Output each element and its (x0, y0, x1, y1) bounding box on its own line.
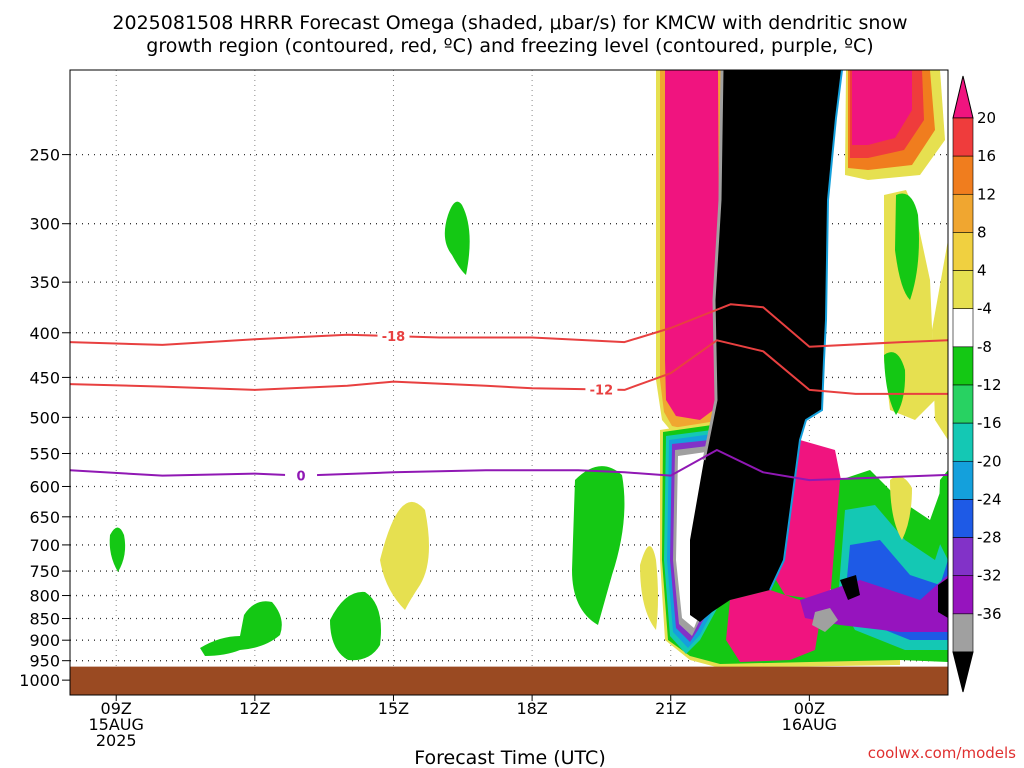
y-tick-label: 900 (29, 631, 60, 650)
contour-line (70, 339, 948, 395)
colorbar-label: -28 (977, 529, 1002, 547)
omega-yellow-blob-800 (640, 546, 658, 630)
y-tick-label: 850 (29, 610, 60, 629)
y-tick-label: 550 (29, 444, 60, 463)
contour-label-bg (285, 467, 318, 483)
colorbar-label: 12 (977, 185, 996, 203)
omega-green-blob-upper-right (895, 193, 919, 300)
omega-green-blob-right-edge (938, 470, 948, 560)
colorbar-swatch (952, 308, 974, 348)
credit-link[interactable]: coolwx.com/models (868, 744, 1016, 762)
colorbar-swatch (952, 270, 974, 310)
chart-title-line-2: growth region (contoured, red, ºC) and f… (146, 35, 873, 57)
colorbar-label: -4 (977, 300, 992, 318)
omega-green-blob-300 (444, 201, 470, 275)
contour-label: 0 (297, 470, 306, 485)
colorbar-swatch (952, 155, 974, 195)
y-tick-label: 400 (29, 324, 60, 343)
colorbar-label: -16 (977, 414, 1002, 432)
y-tick-label: 700 (29, 536, 60, 555)
colorbar-label: 4 (977, 262, 987, 280)
colorbar-swatch (952, 575, 974, 615)
omega-green-blob-850-b (200, 601, 282, 656)
contour-label: -12 (590, 383, 614, 398)
colorbar-label: 16 (977, 147, 996, 165)
omega-black-column (690, 70, 842, 622)
y-tick-label: 600 (29, 477, 60, 496)
colorbar-label: -20 (977, 452, 1002, 470)
omega-yellow-blob-lower-right (890, 476, 912, 540)
colorbar-swatch (952, 346, 974, 386)
colorbar-top-arrow (952, 75, 974, 119)
colorbar-swatch (952, 613, 974, 653)
omega-band-pink-upper-right (852, 70, 912, 145)
colorbar-swatch (952, 193, 974, 233)
contour-line (70, 449, 948, 482)
omega-yellow-blob-700 (380, 501, 429, 610)
x-tick-label: 16AUG (782, 715, 837, 734)
colorbar-swatch (952, 384, 974, 424)
y-tick-label: 450 (29, 368, 60, 387)
colorbar-label: 20 (977, 109, 996, 127)
colorbar-swatch (952, 499, 974, 538)
x-tick-label: 00Z (794, 699, 825, 718)
contour-label: -18 (382, 330, 406, 345)
y-tick-label: 250 (29, 146, 60, 165)
colorbar-swatch (952, 460, 974, 500)
omega-band-black-right-edge (938, 578, 948, 618)
omega-column-edge-blue (769, 70, 843, 591)
omega-green-blob-700 (109, 527, 126, 572)
omega-green-blob-600 (572, 466, 625, 625)
colorbar-swatch (952, 537, 974, 577)
y-tick-label: 350 (29, 273, 60, 292)
colorbar-swatch (952, 117, 974, 157)
x-tick-label: 15Z (378, 699, 409, 718)
colorbar-label: -36 (977, 605, 1002, 623)
colorbar-swatch (952, 232, 974, 271)
x-tick-label: 12Z (239, 699, 270, 718)
y-tick-label: 1000 (19, 671, 60, 690)
omega-green-blob-450-right (884, 352, 906, 415)
contour-line (70, 303, 948, 348)
y-tick-label: 800 (29, 587, 60, 606)
x-tick-label: 09Z (101, 699, 132, 718)
x-tick-label: 2025 (96, 731, 137, 750)
x-tick-label: 15AUG (88, 715, 143, 734)
colorbar-label: -12 (977, 376, 1002, 394)
contour-label-bg (585, 381, 618, 397)
omega-column-edge-gray (702, 70, 724, 461)
contour-label-bg (377, 328, 410, 344)
plot-frame (69, 69, 949, 696)
omega-band-pink-lower-center (726, 590, 820, 662)
x-tick-label: 21Z (655, 699, 686, 718)
y-tick-label: 500 (29, 408, 60, 427)
colorbar-label: -8 (977, 338, 992, 356)
x-axis-label: Forecast Time (UTC) (414, 747, 605, 768)
ground-surface (70, 666, 948, 695)
x-tick-label: 18Z (516, 699, 547, 718)
y-tick-label: 950 (29, 652, 60, 671)
colorbar-label: -24 (977, 490, 1002, 508)
omega-band-purple-right-lower (800, 575, 948, 632)
temperature-contours: -18 -12 0 (70, 303, 948, 485)
y-tick-label: 300 (29, 215, 60, 234)
colorbar-label: 8 (977, 223, 987, 241)
y-tick-label: 650 (29, 508, 60, 527)
y-tick-label: 750 (29, 562, 60, 581)
colorbar-swatch (952, 422, 974, 462)
chart-title-line-1: 2025081508 HRRR Forecast Omega (shaded, … (112, 12, 907, 34)
y-axis-ticks: 250 300 350 400 450 500 550 600 650 700 750 800 850 9… (19, 146, 70, 690)
omega-band-pink-upper (665, 70, 720, 420)
colorbar-label: -32 (977, 567, 1002, 585)
colorbar: 20 16 12 8 4 -4 -8 -12 -16 -20 -24 -28 -32 -36 (952, 75, 1002, 693)
omega-band-gray-right-lower (812, 608, 838, 632)
omega-band-black-right-lower (840, 575, 860, 600)
omega-green-blob-850-a (330, 591, 381, 661)
colorbar-bottom-arrow (952, 651, 974, 693)
